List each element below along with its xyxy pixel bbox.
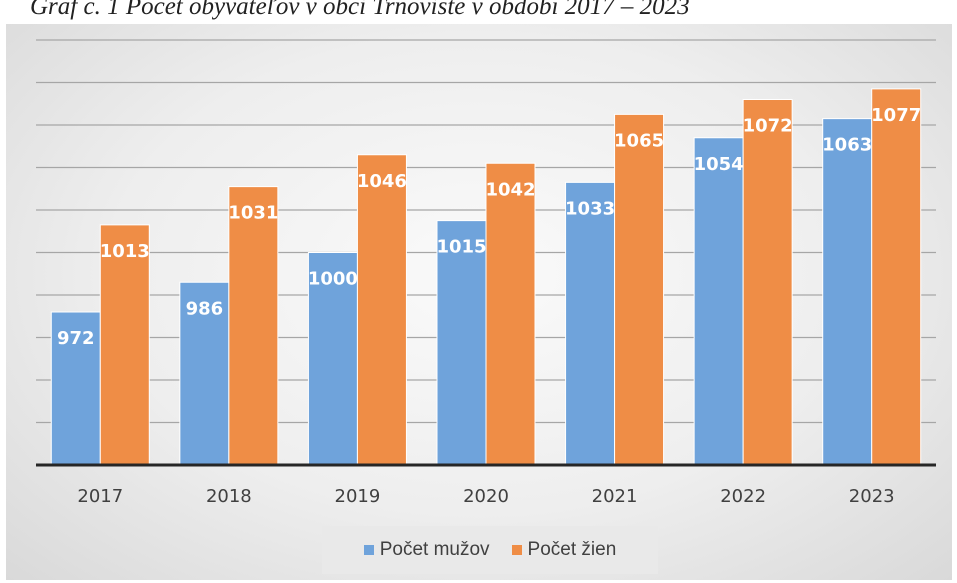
chart-area: 972 1013 2017 986 1031 2018 1000 1046 2019 1015 10… bbox=[6, 24, 952, 580]
data-label-men: 1054 bbox=[694, 154, 744, 175]
bar-women bbox=[356, 154, 407, 466]
legend-label-women: Počet žien bbox=[527, 539, 617, 560]
x-tick-label: 2017 bbox=[77, 486, 123, 507]
data-label-women: 1072 bbox=[743, 116, 793, 137]
bar-men bbox=[822, 118, 873, 466]
data-label-men: 1000 bbox=[308, 269, 358, 290]
bar-women bbox=[742, 99, 793, 466]
bar-men bbox=[565, 181, 616, 466]
bar-women bbox=[871, 88, 922, 466]
data-label-women: 1046 bbox=[357, 171, 407, 192]
data-label-women: 1042 bbox=[485, 179, 535, 200]
legend-label-men: Počet mužov bbox=[379, 539, 490, 560]
legend-item-men: Počet mužov bbox=[363, 539, 490, 561]
bar-women bbox=[99, 224, 150, 466]
x-tick-label: 2018 bbox=[206, 486, 252, 507]
bar-men bbox=[693, 137, 744, 466]
x-tick-label: 2020 bbox=[463, 486, 509, 507]
bar-chart: 972 1013 2017 986 1031 2018 1000 1046 2019 1015 10… bbox=[36, 39, 936, 507]
x-tick-label: 2022 bbox=[720, 486, 766, 507]
data-label-men: 986 bbox=[186, 298, 224, 319]
x-tick-label: 2023 bbox=[849, 486, 895, 507]
data-label-men: 972 bbox=[57, 328, 95, 349]
data-label-men: 1063 bbox=[822, 135, 872, 156]
bar-women bbox=[228, 186, 279, 466]
data-label-men: 1033 bbox=[565, 198, 615, 219]
legend-swatch-men bbox=[363, 545, 374, 555]
bar-men bbox=[436, 220, 487, 466]
chart-legend: Počet mužov Počet žien bbox=[322, 526, 658, 574]
x-tick-label: 2019 bbox=[335, 486, 381, 507]
x-tick-label: 2021 bbox=[592, 486, 638, 507]
data-label-women: 1065 bbox=[614, 130, 664, 151]
data-label-men: 1015 bbox=[436, 237, 486, 258]
legend-item-women: Počet žien bbox=[511, 539, 617, 561]
bar-men bbox=[307, 252, 358, 466]
bar-women bbox=[485, 162, 536, 466]
data-label-women: 1013 bbox=[100, 241, 150, 262]
data-label-women: 1031 bbox=[228, 203, 278, 224]
legend-swatch-women bbox=[511, 545, 522, 555]
bar-women bbox=[614, 113, 665, 466]
data-label-women: 1077 bbox=[871, 105, 921, 126]
chart-caption: Graf č. 1 Počet obyvateľov v obci Trnovi… bbox=[30, 0, 690, 20]
